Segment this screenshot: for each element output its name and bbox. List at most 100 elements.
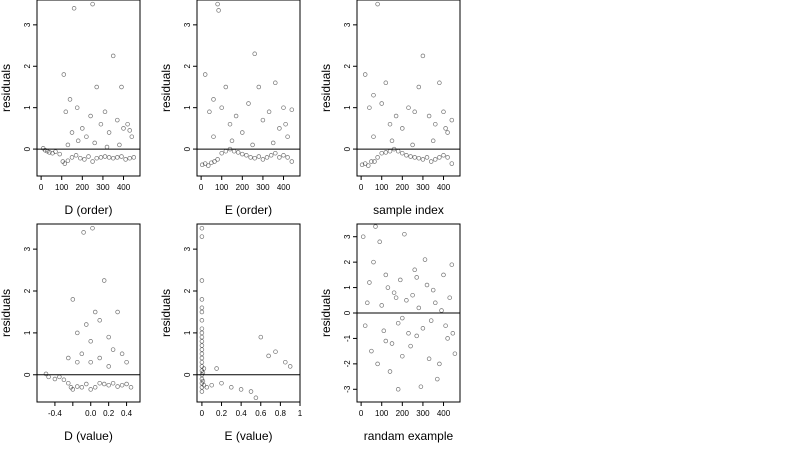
data-point	[369, 348, 374, 354]
data-point	[199, 351, 205, 357]
data-point	[404, 298, 409, 303]
data-point	[395, 320, 401, 326]
data-point	[365, 300, 370, 306]
data-point	[244, 153, 249, 158]
data-point	[90, 159, 95, 164]
data-point	[420, 326, 426, 331]
y-tick-label: 2	[23, 288, 32, 293]
y-tick-label: 3	[343, 234, 352, 239]
y-tick-label: -3	[343, 385, 352, 393]
x-tick-label: 400	[277, 183, 291, 192]
data-point	[94, 84, 99, 90]
data-point	[445, 336, 450, 341]
data-point	[110, 380, 116, 386]
x-tick-label: 300	[416, 409, 430, 418]
data-point	[223, 84, 229, 90]
data-point	[88, 359, 93, 365]
x-tick-label: 0.2	[103, 409, 115, 418]
data-point	[379, 150, 384, 156]
data-point	[219, 380, 224, 386]
data-point	[211, 134, 216, 139]
x-tick-label: 0	[199, 183, 204, 192]
data-point	[387, 369, 393, 374]
data-point	[66, 380, 71, 386]
data-point	[418, 384, 424, 389]
x-tick-label: 100	[375, 183, 389, 192]
data-point	[246, 101, 251, 106]
data-point	[393, 113, 399, 119]
data-point	[199, 334, 205, 340]
data-point	[377, 239, 382, 245]
data-point	[366, 163, 371, 168]
data-point	[273, 80, 278, 86]
data-point	[273, 150, 278, 156]
data-point	[227, 121, 233, 127]
data-point	[268, 153, 274, 158]
data-point	[106, 155, 112, 160]
data-point	[216, 8, 221, 13]
y-tick-label: -2	[343, 360, 352, 368]
data-point	[252, 155, 257, 161]
data-point	[199, 234, 205, 239]
data-point	[61, 72, 67, 77]
data-point	[110, 53, 116, 59]
data-point	[433, 121, 438, 127]
data-point	[119, 84, 124, 90]
data-point	[73, 153, 79, 158]
data-point	[400, 353, 405, 359]
data-point	[404, 153, 409, 158]
data-point	[383, 272, 389, 278]
data-point	[201, 366, 207, 371]
plot-frame	[196, 0, 301, 177]
data-point	[97, 318, 102, 323]
data-point	[256, 84, 262, 90]
data-point	[381, 328, 387, 334]
data-point	[277, 155, 282, 160]
x-tick-label: 400	[437, 409, 451, 418]
x-tick-label: 300	[96, 183, 110, 192]
x-tick-label: 400	[437, 183, 451, 192]
data-point	[398, 277, 403, 283]
data-point	[389, 138, 395, 144]
data-point	[424, 155, 430, 160]
data-point	[128, 385, 134, 390]
data-point	[119, 382, 125, 388]
data-point	[101, 278, 107, 283]
data-point	[125, 121, 130, 127]
x-axis-label: D (value)	[64, 429, 113, 443]
data-point	[371, 259, 376, 265]
data-point	[379, 101, 384, 106]
data-point	[285, 134, 290, 139]
data-point	[433, 300, 438, 306]
data-point	[430, 287, 436, 293]
data-point	[235, 150, 241, 155]
data-point	[199, 343, 205, 348]
data-point	[375, 1, 380, 7]
data-point	[400, 126, 405, 131]
data-point	[414, 275, 419, 280]
data-point	[78, 155, 83, 161]
x-tick-label: 200	[396, 183, 410, 192]
data-point	[424, 282, 430, 288]
data-point	[408, 154, 413, 159]
data-point	[202, 161, 208, 166]
x-axis-label: sample index	[373, 203, 444, 217]
panel-randam-example: 0 100 200 300 400 -3 -2 -1 0 1 2 3 randam example res…	[319, 223, 461, 443]
x-axis-label: D (order)	[64, 203, 112, 217]
data-point	[117, 142, 122, 148]
data-point	[124, 359, 129, 365]
data-point	[79, 351, 85, 357]
data-point	[199, 225, 205, 231]
data-point	[437, 80, 442, 86]
x-tick-label: 300	[256, 183, 270, 192]
data-point	[97, 355, 102, 361]
data-point	[115, 384, 120, 389]
data-point	[104, 144, 110, 150]
data-point	[395, 387, 401, 392]
data-point	[449, 161, 455, 166]
data-point	[383, 338, 389, 344]
data-point	[43, 371, 49, 377]
x-tick-label: 100	[375, 409, 389, 418]
data-point	[82, 157, 87, 162]
data-point	[383, 80, 389, 86]
